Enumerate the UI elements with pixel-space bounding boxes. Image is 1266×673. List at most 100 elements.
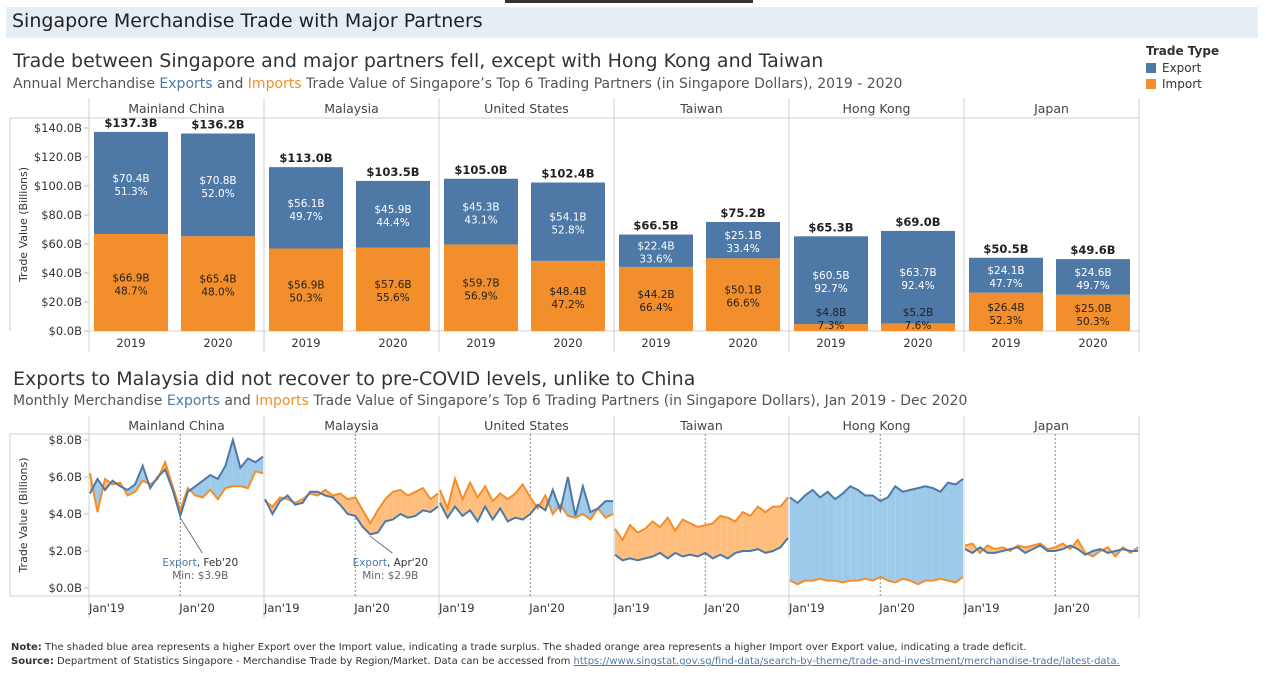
deficit-area (515, 484, 523, 520)
annotation-series-label: Export, Feb'20 (162, 557, 238, 569)
import-pct-label: 48.7% (114, 285, 147, 297)
legend-item-import[interactable]: Import (1146, 77, 1219, 91)
monthly-x-tick-label: Jan'19 (438, 601, 475, 615)
deficit-area (735, 512, 743, 553)
panel-header-malaysia: Malaysia (324, 101, 379, 116)
monthly-chart-title: Exports to Malaysia did not recover to p… (13, 368, 696, 390)
deficit-area (682, 519, 691, 557)
import-pct-label: 7.6% (905, 320, 932, 332)
panel-header-malaysia: Malaysia (324, 418, 379, 433)
bar-total-label: $136.2B (191, 118, 244, 132)
panel-header-taiwan: Taiwan (679, 418, 723, 433)
import-value-label: $56.9B (287, 280, 324, 292)
surplus-area (895, 486, 903, 583)
monthly-x-tick-label: Jan'20 (353, 601, 390, 615)
bar-total-label: $65.3B (808, 220, 853, 234)
year-tick-label: 2019 (991, 336, 1020, 350)
bar-total-label: $102.4B (541, 167, 594, 181)
surplus-area (605, 501, 613, 518)
annual-y-tick-label: $0.0B (49, 324, 83, 338)
year-tick-label: 2020 (203, 336, 232, 350)
export-bar (1056, 259, 1130, 295)
monthly-x-tick-label: Jan'20 (878, 601, 915, 615)
panel-header-united-states: United States (484, 101, 569, 116)
monthly-y-tick-label: $0.0B (49, 581, 83, 595)
import-value-label: $26.4B (987, 302, 1024, 314)
deficit-area (720, 515, 728, 559)
import-value-label: $66.9B (112, 272, 149, 284)
import-pct-label: 50.3% (1076, 316, 1109, 328)
year-tick-label: 2019 (466, 336, 495, 350)
monthly-x-tick-label: Jan'20 (178, 601, 215, 615)
export-value-label: $45.9B (374, 204, 411, 216)
legend-title: Trade Type (1146, 44, 1220, 58)
import-value-label: $5.2B (903, 307, 934, 319)
monthly-y-tick-label: $4.0B (49, 507, 83, 521)
source-link[interactable]: https://www.singstat.gov.sg/find-data/se… (573, 656, 1120, 667)
import-swatch (1146, 79, 1156, 89)
import-bar (1056, 294, 1130, 331)
deficit-area (615, 528, 623, 561)
surplus-area (812, 489, 821, 581)
dashboard-title: Singapore Merchandise Trade with Major P… (12, 10, 483, 32)
import-value-label: $4.8B (816, 307, 847, 319)
annual-chart-subtitle: Annual Merchandise Exports and Imports T… (13, 76, 903, 92)
surplus-area (127, 484, 136, 496)
import-value-label: $50.1B (724, 285, 761, 297)
deficit-area (765, 506, 773, 553)
import-value-label: $59.7B (462, 278, 499, 290)
surplus-area (932, 488, 941, 581)
deficit-area (757, 506, 766, 553)
export-value-label: $25.1B (724, 230, 761, 242)
import-value-label: $44.2B (637, 289, 674, 301)
export-pct-label: 49.7% (289, 211, 322, 223)
annual-y-tick-label: $100.0B (34, 179, 82, 193)
export-pct-label: 52.8% (551, 225, 584, 237)
export-value-label: $70.8B (199, 175, 236, 187)
surplus-area (548, 489, 553, 514)
import-bar (356, 247, 430, 331)
legend-item-export[interactable]: Export (1146, 61, 1219, 75)
surplus-area (247, 458, 256, 489)
import-pct-label: 56.9% (464, 291, 497, 303)
export-swatch (1146, 63, 1156, 73)
import-value-label: $65.4B (199, 274, 236, 286)
surplus-area (902, 489, 911, 581)
import-bar (444, 244, 518, 331)
import-value-label: $48.4B (549, 286, 586, 298)
import-bar (94, 233, 168, 331)
deficit-area (697, 525, 706, 557)
bar-total-label: $66.5B (633, 219, 678, 233)
year-tick-label: 2020 (903, 336, 932, 350)
deficit-area (422, 488, 431, 513)
import-bar (619, 266, 693, 331)
surplus-area (225, 440, 233, 489)
footer-note: Note: The shaded blue area represents a … (11, 642, 1027, 653)
import-pct-label: 66.4% (639, 302, 672, 314)
export-pct-label: 33.4% (726, 243, 759, 255)
export-value-label: $45.3B (462, 202, 499, 214)
surplus-area (797, 495, 806, 585)
export-pct-label: 47.7% (989, 278, 1022, 290)
export-pct-label: 49.7% (1076, 280, 1109, 292)
annotation-pointer (179, 517, 203, 554)
deficit-area (645, 521, 653, 559)
panel-header-hong-kong: Hong Kong (843, 418, 911, 433)
panel-header-united-states: United States (484, 418, 569, 433)
trade-type-legend[interactable]: Trade Type Export Import (1146, 44, 1219, 93)
surplus-area (210, 475, 218, 500)
surplus-area (597, 501, 606, 518)
panel-header-japan: Japan (1033, 418, 1069, 433)
monthly-x-tick-label: Jan'19 (88, 601, 125, 615)
monthly-x-tick-label: Jan'19 (263, 601, 300, 615)
monthly-x-tick-label: Jan'20 (528, 601, 565, 615)
import-pct-label: 50.3% (289, 293, 322, 305)
import-pct-label: 47.2% (551, 299, 584, 311)
export-bar (444, 178, 518, 245)
export-line-malaysia (264, 490, 439, 536)
deficit-area (660, 517, 668, 559)
export-value-label: $24.6B (1074, 267, 1111, 279)
deficit-area (750, 506, 758, 551)
